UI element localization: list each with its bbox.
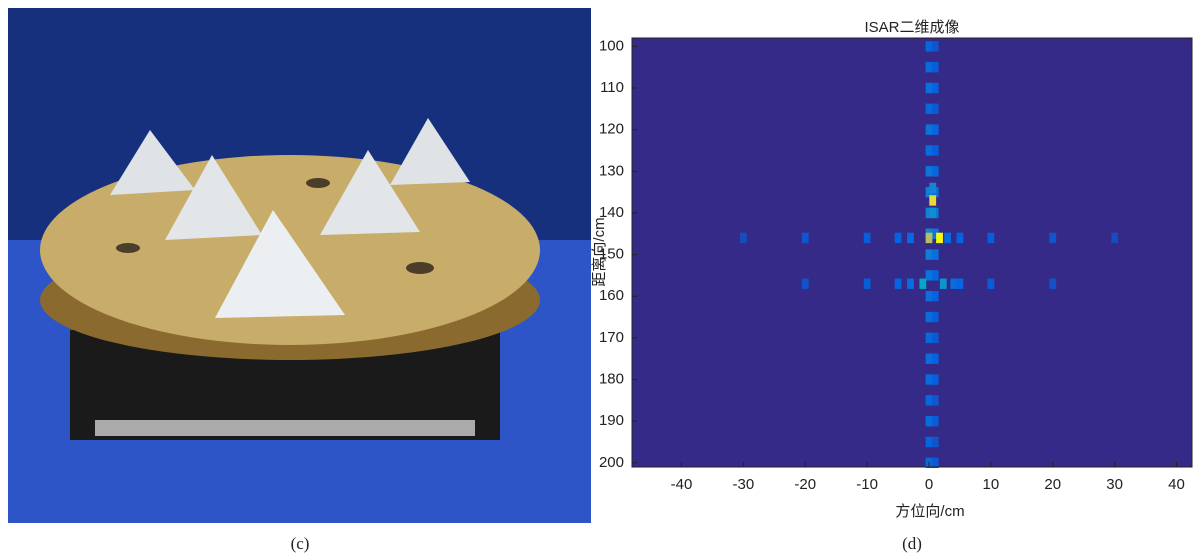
heat-cell — [864, 279, 871, 289]
y-tick-label: 100 — [599, 37, 624, 54]
heat-cell — [926, 83, 933, 93]
heat-cell — [926, 249, 933, 259]
heat-cell — [940, 279, 947, 289]
x-tick-label: -10 — [856, 476, 878, 493]
heat-cell — [919, 279, 926, 289]
heat-cell — [932, 270, 939, 280]
heat-cell — [926, 145, 933, 155]
x-tick-label: -30 — [733, 476, 755, 493]
x-tick-label: 40 — [1168, 476, 1185, 493]
y-tick-label: 130 — [599, 162, 624, 179]
heat-cell — [926, 333, 933, 343]
heat-cell — [864, 233, 871, 243]
heat-cell — [802, 279, 809, 289]
caption: (c) — [291, 534, 310, 553]
x-tick-label: 20 — [1044, 476, 1061, 493]
heat-cell — [1049, 233, 1056, 243]
heat-cell — [932, 124, 939, 134]
y-tick-label: 200 — [599, 454, 624, 471]
heat-cell — [932, 458, 939, 468]
y-tick-label: 120 — [599, 121, 624, 138]
heat-cell — [1111, 233, 1118, 243]
chart-title: ISAR二维成像 — [864, 19, 959, 36]
heat-cell — [932, 83, 939, 93]
heat-cell — [907, 279, 914, 289]
y-tick-label: 140 — [599, 204, 624, 221]
heat-cell — [895, 233, 902, 243]
plot-background — [632, 38, 1192, 467]
heat-cell — [932, 416, 939, 426]
heat-cell — [944, 233, 951, 243]
heat-cell — [926, 62, 933, 72]
heat-cell — [929, 183, 936, 193]
heat-cell — [932, 62, 939, 72]
heat-cell — [740, 233, 747, 243]
heat-cell — [932, 333, 939, 343]
heat-cell — [932, 312, 939, 322]
heat-cell — [926, 104, 933, 114]
caption: (d) — [902, 534, 922, 553]
heat-cell — [932, 395, 939, 405]
heat-cell — [932, 291, 939, 301]
heat-cell — [932, 41, 939, 51]
heat-cell — [929, 208, 936, 218]
heat-cell — [932, 145, 939, 155]
heat-cell — [926, 41, 933, 51]
heat-cell — [936, 233, 943, 243]
heat-cell — [987, 233, 994, 243]
heat-cell — [932, 437, 939, 447]
photo — [8, 8, 591, 523]
heat-cell — [926, 270, 933, 280]
heat-cell — [957, 279, 964, 289]
x-axis-label: 方位向/cm — [895, 503, 964, 520]
heat-cell — [932, 249, 939, 259]
heat-cell — [929, 195, 936, 205]
heat-cell — [926, 291, 933, 301]
heat-cell — [987, 279, 994, 289]
heat-cell — [926, 437, 933, 447]
heat-cell — [957, 233, 964, 243]
y-tick-label: 150 — [599, 246, 624, 263]
x-tick-label: 10 — [983, 476, 1000, 493]
heat-cell — [926, 416, 933, 426]
y-tick-label: 170 — [599, 329, 624, 346]
heat-cell — [907, 233, 914, 243]
heat-cell — [932, 354, 939, 364]
heat-cell — [926, 374, 933, 384]
heat-cell — [932, 104, 939, 114]
heat-cell — [1049, 279, 1056, 289]
heat-cell — [932, 166, 939, 176]
y-tick-label: 190 — [599, 412, 624, 429]
heat-cell — [926, 354, 933, 364]
heat-cell — [926, 166, 933, 176]
heat-cell — [926, 312, 933, 322]
heat-cell — [926, 233, 933, 243]
x-tick-label: 30 — [1106, 476, 1123, 493]
x-tick-label: 0 — [925, 476, 933, 493]
y-tick-label: 110 — [600, 79, 624, 96]
x-tick-label: -40 — [671, 476, 693, 493]
x-tick-label: -20 — [794, 476, 816, 493]
heat-cell — [895, 279, 902, 289]
heat-cell — [950, 279, 957, 289]
y-tick-label: 160 — [599, 287, 624, 304]
heat-cell — [926, 124, 933, 134]
heat-cell — [926, 395, 933, 405]
y-tick-label: 180 — [599, 371, 624, 388]
heat-cell — [932, 374, 939, 384]
figure: (c) (d) ISAR二维成像 方位向/cm 距离向/cm -40-30-20… — [0, 0, 1199, 555]
heat-cell — [802, 233, 809, 243]
